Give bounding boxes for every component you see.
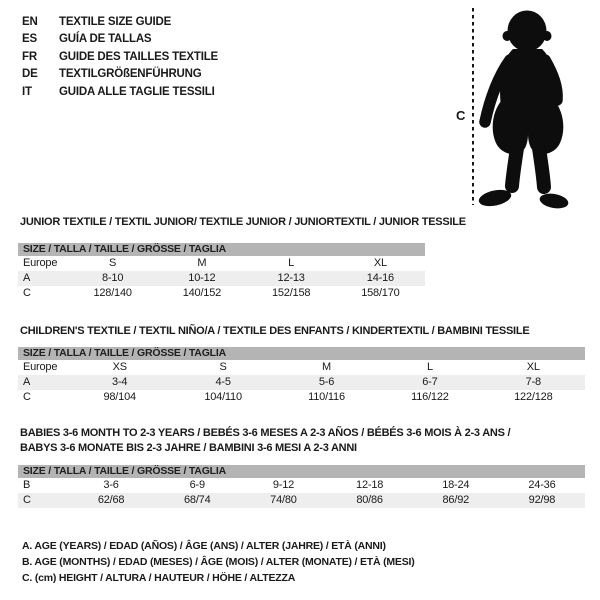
language-row: EN TEXTILE SIZE GUIDE — [22, 13, 218, 31]
row-label: Europe — [23, 257, 58, 269]
table-cell: 62/68 — [97, 494, 125, 506]
table-cell: 9-12 — [272, 479, 295, 491]
table-cell: 68/74 — [183, 494, 211, 506]
language-title: GUÍA DE TALLAS — [59, 33, 152, 46]
babies-textile-section: BABIES 3-6 MONTH TO 2-3 YEARS / BEBÉS 3-… — [18, 426, 585, 508]
baby-silhouette-icon — [478, 10, 569, 209]
size-table: Europe S M L XL A 8-10 10-12 12-13 14-16 C 128/140 1… — [18, 256, 425, 301]
table-title: JUNIOR TEXTILE / TEXTIL JUNIOR/ TEXTILE … — [20, 216, 466, 228]
table-cell: 10-12 — [188, 272, 216, 284]
table-cell: 74/80 — [270, 494, 297, 506]
table-row: Europe XS S M L XL — [18, 360, 585, 375]
size-table: Europe XS S M L XL A 3-4 4-5 5-6 6-7 7-8 C 98/104 104/… — [18, 360, 585, 405]
table-cell: 92/98 — [528, 494, 556, 506]
language-row: IT GUIDA ALLE TAGLIE TESSILI — [22, 83, 218, 101]
table-row: A 8-10 10-12 12-13 14-16 — [18, 271, 425, 286]
table-title: CHILDREN'S TEXTILE / TEXTIL NIÑO/A / TEX… — [20, 325, 530, 337]
table-row: C 62/68 68/74 74/80 80/86 86/92 92/98 — [18, 493, 585, 508]
language-code: DE — [22, 68, 38, 81]
table-cell: 14-16 — [366, 272, 394, 284]
table-cell: L — [288, 257, 295, 269]
table-row: Europe S M L XL — [18, 256, 425, 271]
table-cell: 104/110 — [204, 391, 242, 403]
language-code: IT — [22, 85, 32, 98]
table-title: BABIES 3-6 MONTH TO 2-3 YEARS / BEBÉS 3-… — [20, 427, 511, 439]
language-title: TEXTILE SIZE GUIDE — [59, 15, 172, 28]
footnote-a: A. AGE (YEARS) / EDAD (AÑOS) / ÂGE (ANS)… — [22, 540, 386, 552]
baby-figure: C — [456, 8, 569, 209]
table-cell: 110/116 — [308, 391, 345, 403]
table-cell: S — [109, 257, 117, 269]
table-cell: 116/122 — [411, 391, 449, 403]
table-cell: XS — [112, 361, 127, 373]
row-label: C — [23, 287, 31, 299]
language-row: FR GUIDE DES TAILLES TEXTILE — [22, 48, 218, 66]
table-cell: 128/140 — [93, 287, 132, 299]
junior-textile-section: JUNIOR TEXTILE / TEXTIL JUNIOR/ TEXTILE … — [18, 215, 466, 301]
size-header-bar: SIZE / TALLA / TAILLE / GRÖSSE / TAGLIA — [18, 347, 585, 360]
table-cell: 8-10 — [102, 272, 124, 284]
table-cell: 86/92 — [442, 494, 470, 506]
table-cell: XL — [373, 257, 387, 269]
footnote-b: B. AGE (MONTHS) / EDAD (MESES) / ÂGE (MO… — [22, 556, 415, 568]
table-cell: 80/86 — [356, 494, 383, 506]
table-cell: 3-6 — [103, 479, 119, 491]
table-cell: XL — [526, 361, 540, 373]
table-cell: 3-4 — [112, 376, 128, 388]
table-cell: M — [197, 257, 207, 269]
size-header-bar: SIZE / TALLA / TAILLE / GRÖSSE / TAGLIA — [18, 465, 585, 478]
size-table: B 3-6 6-9 9-12 12-18 18-24 24-36 C 62/68 68/74 74/… — [18, 478, 585, 508]
table-row: A 3-4 4-5 5-6 6-7 7-8 — [18, 375, 585, 390]
language-title: GUIDA ALLE TAGLIE TESSILI — [59, 85, 215, 98]
row-label: A — [23, 376, 31, 388]
footnotes: A. AGE (YEARS) / EDAD (AÑOS) / ÂGE (ANS)… — [22, 538, 415, 586]
table-cell: L — [426, 361, 433, 373]
footnote-c: C. (cm) HEIGHT / ALTURA / HAUTEUR / HÖHE… — [22, 572, 296, 584]
table-cell: 140/152 — [182, 287, 222, 299]
language-row: ES GUÍA DE TALLAS — [22, 31, 218, 49]
table-cell: 6-7 — [422, 376, 438, 388]
language-code: ES — [22, 33, 37, 46]
table-row: B 3-6 6-9 9-12 12-18 18-24 24-36 — [18, 478, 585, 493]
language-title: TEXTILGRÖßENFÜHRUNG — [59, 68, 202, 81]
table-cell: S — [219, 361, 227, 373]
table-cell: 152/158 — [271, 287, 311, 299]
language-list: EN TEXTILE SIZE GUIDE ES GUÍA DE TALLAS FR GU… — [22, 13, 218, 101]
table-cell: 6-9 — [189, 479, 206, 491]
table-cell: 7-8 — [525, 376, 542, 388]
language-title: GUIDE DES TAILLES TEXTILE — [59, 50, 218, 63]
table-cell: 24-36 — [528, 479, 556, 491]
table-row: C 128/140 140/152 152/158 158/170 — [18, 286, 425, 301]
table-row: C 98/104 104/110 110/116 116/122 122/128 — [18, 390, 585, 405]
table-cell: 4-5 — [215, 376, 231, 388]
row-label: C — [23, 494, 31, 506]
childrens-textile-section: CHILDREN'S TEXTILE / TEXTIL NIÑO/A / TEX… — [18, 324, 585, 405]
language-code: EN — [22, 15, 38, 28]
language-row: DE TEXTILGRÖßENFÜHRUNG — [22, 66, 218, 84]
language-code: FR — [22, 50, 37, 63]
table-cell: 12-18 — [356, 479, 384, 491]
table-cell: 98/104 — [103, 391, 136, 403]
table-cell: 158/170 — [361, 287, 400, 299]
row-label: Europe — [23, 361, 58, 373]
table-title-line2: BABYS 3-6 MONATE BIS 2-3 JAHRE / BAMBINI… — [20, 442, 357, 454]
table-cell: M — [322, 361, 331, 373]
table-cell: 12-13 — [277, 272, 305, 284]
table-cell: 18-24 — [442, 479, 470, 491]
row-label: A — [23, 272, 31, 284]
row-label: C — [23, 391, 31, 403]
table-cell: 5-6 — [318, 376, 335, 388]
row-label: B — [23, 479, 31, 491]
figure-height-label: C — [456, 108, 466, 123]
size-header-bar: SIZE / TALLA / TAILLE / GRÖSSE / TAGLIA — [18, 243, 425, 256]
table-cell: 122/128 — [514, 391, 553, 403]
